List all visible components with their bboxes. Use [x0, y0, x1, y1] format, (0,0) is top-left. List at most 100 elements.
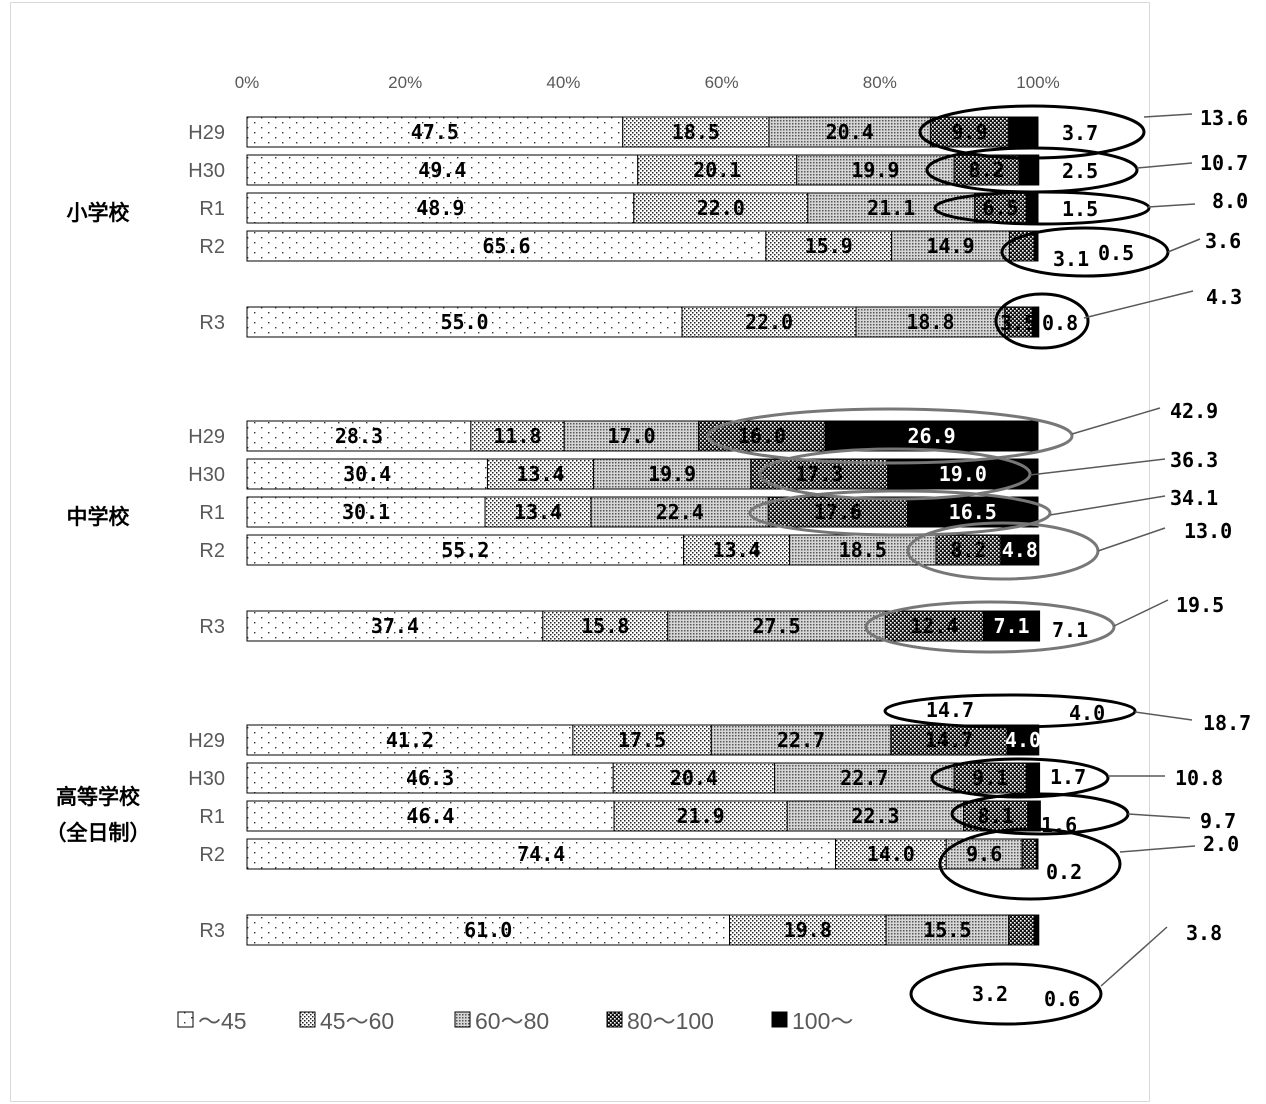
- x-tick-label: 80%: [863, 73, 897, 92]
- data-label: 19.8: [784, 918, 832, 942]
- highlight-total: 42.9: [1170, 399, 1218, 423]
- data-label: 20.1: [693, 158, 741, 182]
- data-label: 15.5: [923, 918, 971, 942]
- bar-segment: [612, 762, 776, 794]
- bar-segment: [637, 154, 798, 186]
- highlight-total: 3.6: [1205, 229, 1241, 253]
- highlight-total: 10.7: [1200, 151, 1248, 175]
- bar-segment: [246, 154, 639, 186]
- highlight-ellipse: [748, 489, 1052, 537]
- bar-segment: [885, 914, 1010, 946]
- highlight-total: 9.7: [1200, 809, 1236, 833]
- leader-line: [1147, 203, 1196, 208]
- bar-segment: [807, 192, 976, 224]
- highlight-total: 34.1: [1170, 486, 1218, 510]
- data-label: 22.0: [745, 310, 793, 334]
- outside-data-label: 2.5: [1062, 159, 1098, 183]
- bar-segment: [974, 192, 1027, 224]
- bar-segment: [246, 116, 624, 148]
- highlight-ellipse: [883, 693, 1137, 729]
- data-label: 17.0: [607, 424, 655, 448]
- bar-segment: [683, 534, 791, 566]
- data-label: 65.6: [482, 234, 530, 258]
- data-label: 17.6: [814, 500, 862, 524]
- highlight-ellipse: [930, 757, 1110, 799]
- bar-segment: [891, 230, 1011, 262]
- x-tick-label: 20%: [388, 73, 422, 92]
- bar-segment: [929, 116, 1010, 148]
- x-tick-label: 40%: [546, 73, 580, 92]
- data-label: 8.2: [950, 538, 986, 562]
- bar-segment: [622, 116, 770, 148]
- bar-segment: [1004, 306, 1033, 338]
- highlight-ellipse: [909, 962, 1103, 1026]
- data-label: 13.4: [514, 500, 562, 524]
- annotations: 13.6 10.7 8.0 3.6 4.3 42.9 36.3 34.1 13.0 19.5 18.…: [706, 104, 1251, 1026]
- data-label: 19.9: [648, 462, 696, 486]
- group-label: （全日制）: [46, 821, 151, 845]
- data-label: 26.9: [908, 424, 956, 448]
- leader-line: [1097, 527, 1166, 552]
- data-label: 18.5: [672, 120, 720, 144]
- bar-segment: [246, 610, 544, 642]
- bar-segment: [1006, 724, 1040, 756]
- leader-line: [1127, 813, 1191, 819]
- bar-segment: [246, 420, 472, 452]
- bar-segment: [470, 420, 565, 452]
- data-label: 17.3: [795, 462, 843, 486]
- bar-segment: [1025, 762, 1041, 794]
- data-label: 19.9: [851, 158, 899, 182]
- outside-data-label: 3.2: [972, 982, 1008, 1006]
- data-label: 20.4: [670, 766, 718, 790]
- bar-segment: [246, 230, 767, 262]
- outside-data-label: 1.6: [1041, 813, 1077, 837]
- bar-segment: [1009, 230, 1035, 262]
- data-label: 48.9: [416, 196, 464, 220]
- outside-data-label: 0.8: [1042, 311, 1078, 335]
- highlight-total: 4.3: [1206, 285, 1242, 309]
- legend-swatch: [606, 1011, 623, 1028]
- data-label: 49.4: [418, 158, 466, 182]
- bars: H29 47.5 18.5 20.4 9.9 H30 49.4 20.1 19.9 8.2 R1 48…: [188, 116, 1041, 946]
- row-label: H29: [188, 730, 225, 752]
- leader-line: [1071, 407, 1161, 435]
- highlight-total: 10.8: [1175, 766, 1223, 790]
- data-label: 41.2: [386, 728, 434, 752]
- row-label: H30: [188, 160, 225, 182]
- data-label: 9.9: [952, 120, 988, 144]
- legend: ～45 45～60 60～80 80～100 100～: [177, 1008, 853, 1034]
- bar-segment: [710, 724, 892, 756]
- legend-swatch: [454, 1011, 471, 1028]
- bar-segment: [824, 420, 1039, 452]
- leader-line: [1029, 458, 1166, 476]
- outside-data-label: 1.5: [1062, 197, 1098, 221]
- row-label: H30: [188, 464, 225, 486]
- data-label: 46.4: [406, 804, 454, 828]
- bar-segment: [774, 762, 955, 794]
- row-label: R3: [199, 312, 225, 334]
- highlight-total: 2.0: [1203, 832, 1239, 856]
- x-tick-label: 60%: [705, 73, 739, 92]
- data-label: 21.1: [867, 196, 915, 220]
- outside-data-label: 7.1: [1052, 618, 1088, 642]
- bar-segment: [729, 914, 887, 946]
- bar-segment: [1027, 800, 1041, 832]
- legend-label: 45～60: [320, 1008, 394, 1034]
- bar-segment: [246, 724, 574, 756]
- highlight-total: 18.7: [1203, 711, 1251, 735]
- legend-swatch: [177, 1011, 194, 1028]
- bar-segment: [982, 610, 1041, 642]
- leader-line: [1167, 238, 1201, 253]
- bar-segment: [1033, 914, 1040, 946]
- data-label: 20.4: [826, 120, 874, 144]
- data-label: 30.1: [342, 500, 390, 524]
- outside-data-label: 0.5: [1098, 241, 1134, 265]
- bar-segment: [1025, 192, 1039, 224]
- bar-segment: [246, 496, 486, 528]
- chart-frame: [10, 2, 1150, 1102]
- data-label: 4.8: [1002, 538, 1038, 562]
- highlight-total: 36.3: [1170, 448, 1218, 472]
- bar-segment: [945, 838, 1023, 870]
- data-label: 21.9: [677, 804, 725, 828]
